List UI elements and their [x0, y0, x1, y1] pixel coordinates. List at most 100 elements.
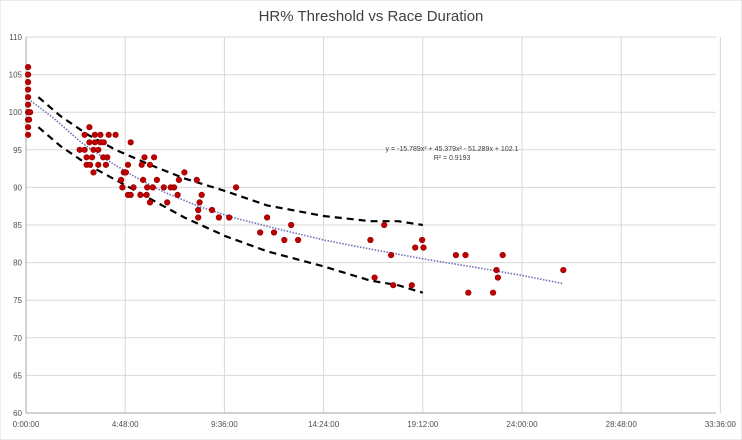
- data-point: [95, 146, 102, 153]
- data-point: [193, 176, 200, 183]
- data-point: [462, 252, 469, 259]
- data-point: [25, 86, 32, 93]
- data-point: [137, 191, 144, 198]
- x-tick-label: 0:00:00: [13, 420, 40, 429]
- x-tick-label: 19:12:00: [407, 420, 439, 429]
- upper-bound-line: [37, 96, 423, 227]
- data-point: [257, 229, 264, 236]
- data-point: [143, 191, 150, 198]
- data-points: [25, 63, 567, 296]
- y-tick-label: 105: [9, 71, 23, 80]
- data-point: [104, 154, 111, 161]
- data-point: [195, 206, 202, 214]
- data-point: [151, 154, 158, 161]
- data-point: [452, 252, 460, 259]
- lower-bound-line: [37, 126, 424, 294]
- data-point: [390, 282, 397, 289]
- data-point: [264, 214, 271, 221]
- polynomial-trendline-line: [25, 96, 564, 285]
- data-point: [465, 289, 472, 296]
- data-point: [174, 191, 181, 198]
- data-point: [144, 184, 151, 191]
- data-point: [25, 101, 32, 108]
- data-point: [90, 169, 97, 176]
- data-point: [86, 139, 93, 146]
- data-point: [25, 71, 32, 78]
- data-point: [420, 244, 427, 251]
- data-point: [138, 161, 145, 168]
- data-point: [81, 146, 88, 153]
- x-tick-label: 28:48:00: [606, 420, 638, 429]
- data-point: [175, 176, 182, 183]
- data-point: [198, 191, 205, 198]
- data-point: [195, 214, 202, 221]
- data-point: [499, 252, 506, 259]
- y-tick-label: 110: [9, 33, 22, 42]
- x-tick-label: 33:36:00: [705, 420, 737, 429]
- y-tick-label: 65: [13, 371, 22, 380]
- data-point: [149, 184, 156, 191]
- data-point: [100, 139, 107, 146]
- r-squared-label: R² = 0.9193: [434, 155, 471, 162]
- data-point: [25, 94, 32, 101]
- x-tick-label: 14:24:00: [308, 420, 340, 429]
- data-point: [146, 161, 154, 168]
- data-point: [26, 116, 33, 123]
- y-tick-label: 100: [9, 108, 23, 117]
- x-tick-label: 4:48:00: [112, 420, 139, 429]
- data-point: [490, 289, 497, 296]
- data-point: [412, 244, 419, 251]
- data-point: [119, 184, 126, 191]
- data-point: [127, 191, 134, 198]
- y-tick-label: 75: [13, 296, 22, 305]
- x-tick-label: 9:36:00: [211, 420, 238, 429]
- data-point: [160, 184, 167, 191]
- data-point: [208, 206, 216, 214]
- data-point: [288, 221, 295, 229]
- data-point: [164, 199, 171, 206]
- data-point: [367, 236, 374, 244]
- data-point: [408, 282, 415, 289]
- data-point: [27, 109, 34, 116]
- data-point: [371, 274, 378, 281]
- data-point: [171, 184, 178, 191]
- data-point: [270, 229, 278, 236]
- data-point: [141, 154, 148, 161]
- data-point: [226, 214, 233, 221]
- data-point: [97, 131, 104, 138]
- data-point: [281, 236, 288, 244]
- data-point: [25, 131, 32, 138]
- data-point: [83, 154, 90, 161]
- data-point: [388, 252, 395, 259]
- y-tick-label: 85: [13, 221, 22, 230]
- trendline-equation: y = -15.789x³ + 45.379x² - 51.289x + 102…: [386, 146, 519, 153]
- y-tick-label: 70: [13, 334, 22, 343]
- y-tick-label: 80: [13, 259, 22, 268]
- data-point: [105, 131, 112, 138]
- data-point: [122, 169, 129, 176]
- data-point: [560, 267, 567, 274]
- data-point: [146, 199, 154, 206]
- data-point: [86, 124, 93, 131]
- data-point: [130, 184, 137, 191]
- trend-lines: [25, 96, 564, 294]
- data-point: [102, 161, 109, 168]
- data-point: [91, 131, 98, 138]
- y-tick-label: 90: [13, 183, 22, 192]
- y-tick-label: 95: [13, 146, 22, 155]
- data-point: [112, 131, 119, 138]
- x-tick-labels: 0:00:00 4:48:00 9:36:00 14:24:00 19:12:00 24:…: [13, 420, 737, 429]
- x-tick-label: 24:00:00: [506, 420, 538, 429]
- data-point: [494, 274, 502, 281]
- data-point: [25, 63, 32, 71]
- data-point: [140, 176, 147, 183]
- data-point: [493, 267, 500, 274]
- data-point: [91, 139, 98, 146]
- y-tick-labels: 60 65 70 75 80 85 90 95 100 105 110: [9, 33, 23, 418]
- axes: [25, 37, 716, 414]
- data-point: [117, 176, 125, 183]
- data-point: [127, 139, 134, 146]
- chart-title: HR% Threshold vs Race Duration: [259, 8, 484, 25]
